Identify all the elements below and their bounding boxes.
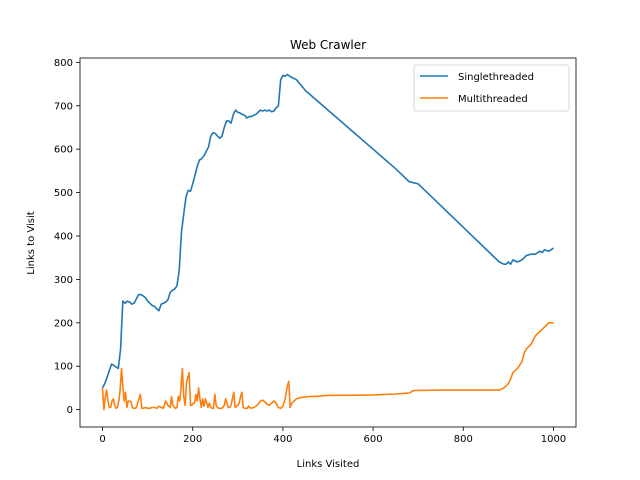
y-tick-label: 0 [67,405,73,416]
series-line-multithreaded [101,321,554,411]
x-tick-label: 400 [273,434,292,445]
chart-title: Web Crawler [290,38,366,52]
y-tick-label: 700 [54,101,73,112]
x-tick-label: 800 [454,434,473,445]
legend-label: Singlethreaded [458,72,534,83]
y-axis-ticks: 0 100 200 300 400 500 600 700 800 [54,58,80,416]
series-line-singlethreaded [101,73,554,389]
y-tick-label: 500 [54,188,73,199]
x-axis-ticks: 0 200 400 600 800 1000 [99,427,566,445]
y-tick-label: 600 [54,145,73,156]
y-tick-label: 300 [54,275,73,286]
x-axis-label: Links Visited [297,459,360,470]
y-tick-label: 100 [54,362,73,373]
y-tick-label: 800 [54,58,73,69]
y-tick-label: 400 [54,231,73,242]
legend-label: Multithreaded [458,94,528,105]
x-tick-label: 0 [99,434,105,445]
y-axis-label: Links to Visit [26,211,37,274]
legend: Singlethreaded Multithreaded [413,64,570,112]
y-tick-label: 200 [54,318,73,329]
series-layer [101,73,554,411]
plot-frame [79,57,577,428]
x-tick-label: 600 [364,434,383,445]
plot-area [80,58,576,427]
x-tick-label: 200 [183,434,202,445]
legend-box [413,64,570,112]
x-tick-label: 1000 [541,434,566,445]
